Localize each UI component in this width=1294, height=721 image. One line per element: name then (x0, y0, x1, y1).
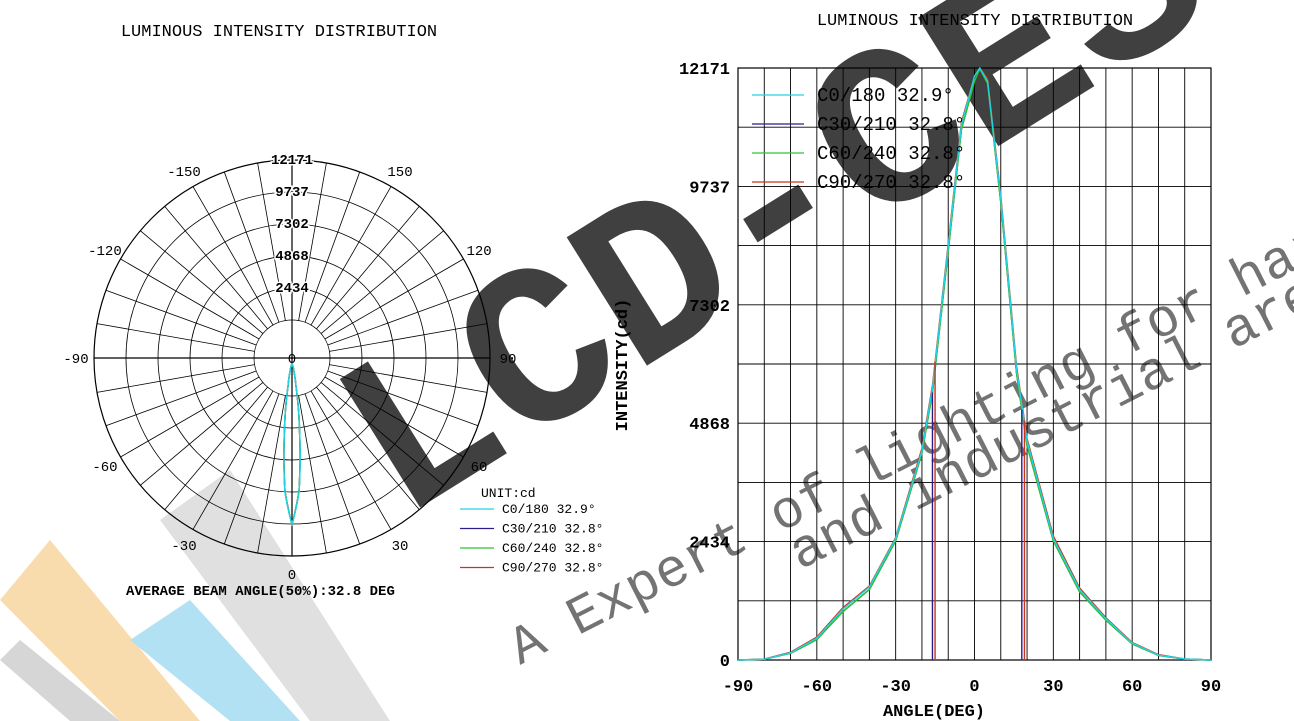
polar-angle-label: 150 (387, 165, 412, 181)
polar-grid (93, 159, 491, 557)
polar-radial-tick: 2434 (275, 281, 309, 297)
cartesian-legend: C0/180 32.9° C30/210 32.8° C60/240 32.8° C9… (752, 85, 965, 194)
cartesian-legend-label: C0/180 32.9° (817, 85, 954, 107)
polar-spoke (298, 162, 327, 321)
polar-spoke (96, 364, 255, 393)
cartesian-curve-series (737, 68, 1212, 661)
cartesian-chart-title: LUMINOUS INTENSITY DISTRIBUTION (817, 12, 1133, 31)
polar-spoke (257, 395, 286, 554)
polar-spoke (105, 289, 257, 346)
polar-angle-label: -120 (88, 244, 122, 260)
polar-spoke (310, 186, 392, 326)
polar-footer: AVERAGE BEAM ANGLE(50%):32.8 DEG (126, 584, 395, 600)
polar-angle-label: -30 (171, 539, 196, 555)
plot-frame (737, 67, 1212, 661)
cartesian-axes: -90 -60 -30 0 30 60 90 0 2434 4868 7302 9737 12171 (679, 61, 1221, 697)
polar-spoke (192, 186, 274, 326)
polar-legend: C0/180 32.9° C30/210 32.8° C60/240 32.8° C9… (460, 502, 603, 576)
y-tick-label: 7302 (689, 298, 730, 317)
polar-legend-label: C0/180 32.9° (502, 502, 596, 517)
x-tick-label: 0 (969, 678, 979, 697)
polar-spoke (120, 258, 260, 340)
polar-radial-tick: 9737 (275, 185, 309, 201)
x-tick-label: 60 (1122, 678, 1142, 697)
polar-curves (283, 363, 301, 527)
x-tick-label: 30 (1043, 678, 1063, 697)
cartesian-chart: LUMINOUS INTENSITY DISTRIBUTION -90 -60 -3… (614, 12, 1221, 721)
polar-spoke (223, 393, 280, 545)
polar-spoke (164, 206, 268, 330)
polar-angle-label: 60 (471, 460, 488, 476)
polar-spoke (310, 390, 392, 530)
polar-spoke (316, 206, 420, 330)
polar-legend-label: C60/240 32.8° (502, 541, 603, 556)
y-axis-label: INTENSITY(cd) (614, 299, 633, 432)
polar-angle-label: -90 (63, 352, 88, 368)
y-tick-label: 9737 (689, 179, 730, 198)
polar-spoke (304, 171, 361, 323)
polar-angle-label: 90 (500, 352, 517, 368)
x-tick-label: -60 (802, 678, 833, 697)
watermark-blue-stripe (130, 600, 300, 721)
polar-spoke (304, 393, 361, 545)
polar-spoke (192, 390, 274, 530)
polar-angle-label: 120 (466, 244, 491, 260)
polar-chart-title: LUMINOUS INTENSITY DISTRIBUTION (121, 23, 437, 42)
polar-spoke (96, 323, 255, 352)
polar-spoke (324, 258, 464, 340)
polar-labels: 2434 4868 7302 9737 12171 0 0 30 60 90 120 150 -150 -… (63, 152, 517, 585)
polar-radial-tick: 7302 (275, 217, 309, 233)
watermark-gray-stripe (0, 640, 120, 721)
polar-spoke (140, 230, 264, 334)
y-tick-label: 0 (720, 653, 730, 672)
polar-spoke (120, 376, 260, 458)
y-tick-label: 4868 (689, 416, 730, 435)
polar-spoke (324, 376, 464, 458)
polar-spoke (223, 171, 280, 323)
polar-spoke (329, 323, 488, 352)
polar-center-label: 0 (288, 352, 296, 368)
x-tick-label: -30 (880, 678, 911, 697)
polar-radial-tick: 12171 (271, 153, 313, 169)
polar-spoke (327, 289, 479, 346)
cartesian-grid (737, 67, 1212, 661)
polar-spoke (257, 162, 286, 321)
polar-spoke (327, 370, 479, 427)
polar-spoke (316, 386, 420, 510)
polar-angle-label: -150 (167, 165, 201, 181)
polar-legend-label: C90/270 32.8° (502, 561, 603, 576)
watermark-orange-stripe (0, 540, 200, 721)
polar-angle-label: -60 (92, 460, 117, 476)
cartesian-legend-label: C30/210 32.8° (817, 114, 965, 136)
x-tick-label: -90 (723, 678, 754, 697)
polar-spoke (298, 395, 327, 554)
polar-spoke (105, 370, 257, 427)
polar-unit-label: UNIT:cd (481, 486, 536, 501)
polar-spoke (329, 364, 488, 393)
polar-angle-label: 30 (392, 539, 409, 555)
polar-radial-tick: 4868 (275, 249, 309, 265)
polar-angle-label: 0 (288, 568, 296, 584)
polar-spoke (140, 382, 264, 486)
polar-chart: LUMINOUS INTENSITY DISTRIBUTION 2434 4868… (63, 23, 603, 600)
polar-spoke (320, 382, 444, 486)
polar-curve-series (283, 363, 301, 527)
watermark-gray-stripe-2 (160, 470, 390, 721)
y-tick-label: 12171 (679, 61, 730, 80)
cartesian-curves (737, 67, 1212, 661)
x-axis-label: ANGLE(DEG) (883, 703, 985, 721)
polar-spoke (164, 386, 268, 510)
cartesian-legend-label: C90/270 32.8° (817, 172, 965, 194)
y-tick-label: 2434 (689, 535, 730, 554)
x-tick-label: 90 (1201, 678, 1221, 697)
polar-spoke (320, 230, 444, 334)
polar-legend-label: C30/210 32.8° (502, 522, 603, 537)
cartesian-curve-series (737, 67, 1212, 661)
cartesian-legend-label: C60/240 32.8° (817, 143, 965, 165)
